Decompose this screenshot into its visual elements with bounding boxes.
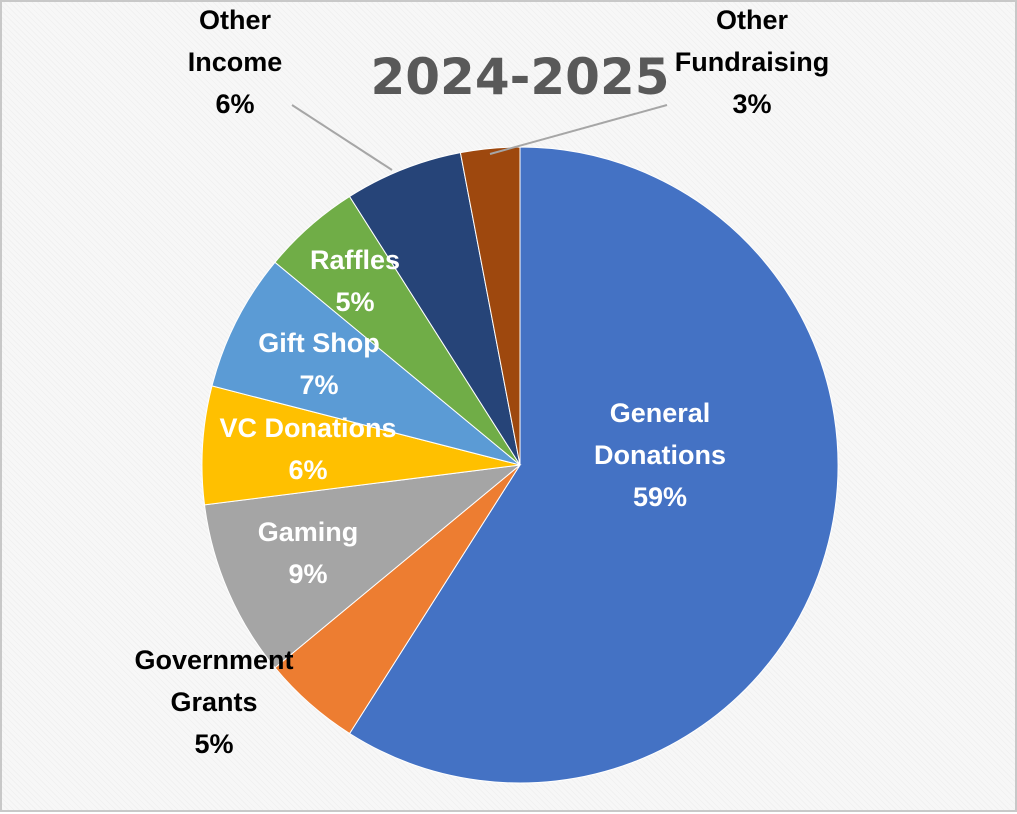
- data-label-raffles: Raffles 5%: [310, 245, 400, 317]
- slice-label: Government: [134, 645, 293, 675]
- pie-slices: [201, 146, 839, 784]
- leader-line-other-income: [291, 104, 393, 171]
- pie-slice-other-fundraising: [459, 146, 521, 466]
- slice-percent: 6%: [215, 89, 254, 119]
- slice-percent: 5%: [335, 287, 374, 317]
- leader-line-other-fundraising: [489, 104, 668, 155]
- data-label-government-grants: Government Grants 5%: [134, 645, 293, 759]
- data-label-gaming: Gaming 9%: [258, 517, 359, 589]
- slice-percent: 5%: [194, 729, 233, 759]
- chart-title: 2024-2025: [370, 48, 669, 106]
- slice-label: Fundraising: [675, 47, 830, 77]
- slice-label: Grants: [170, 687, 257, 717]
- data-label-general-donations: General Donations 59%: [594, 398, 726, 512]
- slice-label: Income: [188, 47, 283, 77]
- slice-percent: 59%: [633, 482, 687, 512]
- slice-label: Other: [199, 5, 272, 35]
- pie-slice-other-income: [348, 152, 521, 466]
- slice-percent: 3%: [732, 89, 771, 119]
- data-label-vc-donations: VC Donations 6%: [219, 413, 396, 485]
- slice-label: Gift Shop: [258, 328, 379, 358]
- slice-labels: General Donations 59% Government Grants 5% Gam…: [134, 5, 829, 759]
- slice-percent: 9%: [288, 559, 327, 589]
- slice-label: Gaming: [258, 517, 359, 547]
- slice-percent: 7%: [299, 370, 338, 400]
- pie-slice-general-donations: [348, 146, 839, 784]
- slice-label: Donations: [594, 440, 726, 470]
- data-label-other-income: Other Income 6%: [188, 5, 283, 119]
- pie-slice-gaming: [203, 464, 522, 669]
- slice-percent: 6%: [288, 455, 327, 485]
- slice-label: VC Donations: [219, 413, 396, 443]
- slice-label: General: [610, 398, 711, 428]
- slice-label: Other: [716, 5, 789, 35]
- data-label-other-fundraising: Other Fundraising 3%: [675, 5, 830, 119]
- pie-slice-gift-shop: [211, 261, 521, 466]
- pie-slice-vc-donations: [201, 385, 521, 506]
- data-label-gift-shop: Gift Shop 7%: [258, 328, 379, 400]
- leader-lines: [291, 104, 668, 171]
- slice-label: Raffles: [310, 245, 400, 275]
